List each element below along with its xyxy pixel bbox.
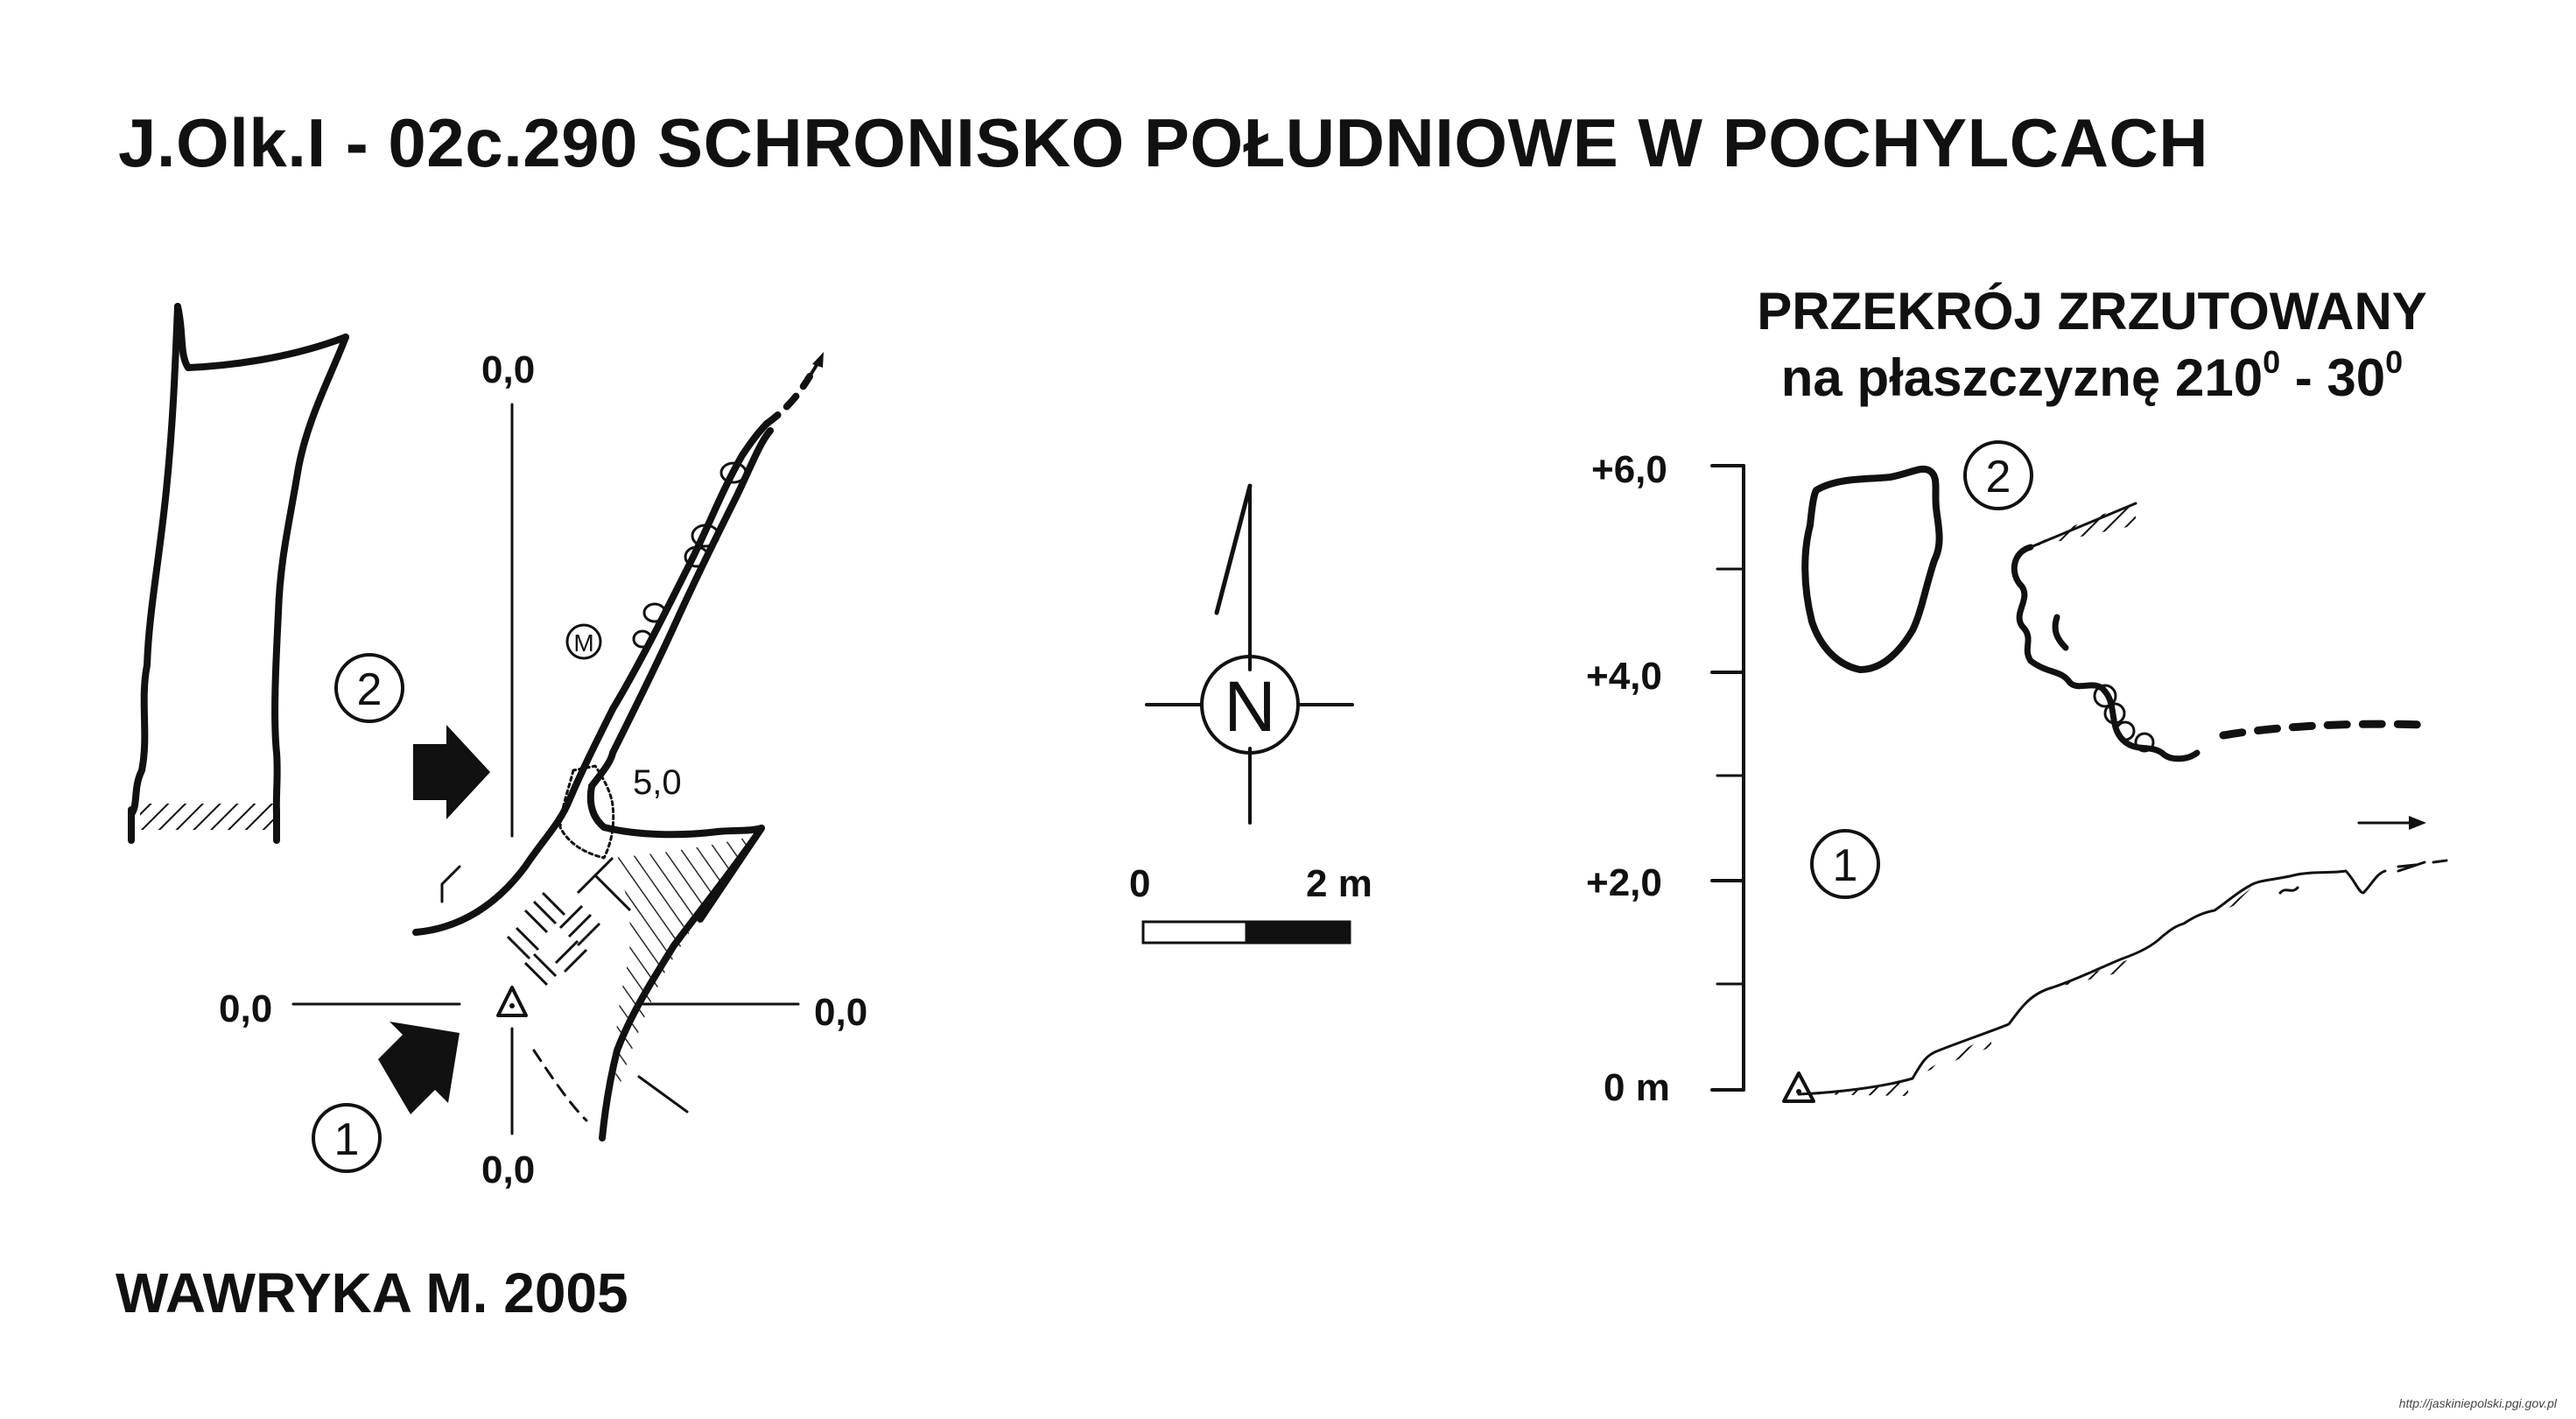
upper-chamber-outline [1801, 465, 1943, 673]
scale-label-start: 0 [1129, 862, 1151, 905]
cross-section-strip [128, 303, 349, 844]
depth-label: 5,0 [633, 763, 682, 802]
section-entrance-2-label: 2 [1986, 452, 2011, 502]
plan-axis-label-right: 0,0 [814, 991, 868, 1034]
plan-axis-label-left: 0,0 [219, 987, 273, 1030]
section-entrance-1-circle-icon [1810, 829, 1880, 899]
entrance-1-circle-icon [312, 1103, 382, 1173]
floor-hatch [140, 804, 277, 830]
section-profile: 2 1 [1710, 440, 2448, 1103]
entrance-2-label: 2 [357, 664, 383, 715]
marker-m-text: M [573, 629, 593, 657]
boulders [632, 461, 748, 649]
scale-label-end: 2 m [1306, 862, 1372, 905]
north-arrow-icon [1214, 483, 1253, 615]
section-entrance-2-circle-icon [1963, 440, 2033, 510]
section-direction-arrow-icon [2409, 816, 2426, 830]
source-url: http://jaskiniepolski.pgi.gov.pl [2398, 1396, 2557, 1410]
plan-axis-label-bottom: 0,0 [481, 1149, 536, 1191]
debris-hatch [506, 856, 632, 987]
reference-point-icon [496, 986, 528, 1017]
section-reference-point-icon [1782, 1071, 1815, 1103]
entrance-2-circle-icon [334, 653, 404, 723]
cave-plan: M 2 1 [291, 352, 824, 1173]
section-title-line2: na płaszczyznę 2100 - 300 [1780, 344, 2404, 408]
marker-m-icon [565, 623, 602, 660]
plan-axis-label-top: 0,0 [481, 348, 536, 391]
page-title: J.Olk.I - 02c.290 SCHRONISKO POŁUDNIOWE … [118, 104, 2209, 181]
scale-bar [1141, 920, 1351, 945]
section-tick-label-2: +2,0 [1586, 861, 1662, 904]
compass: N [1145, 483, 1354, 825]
section-title-line1: PRZEKRÓJ ZRZUTOWANY [1757, 282, 2427, 341]
compass-circle-icon [1200, 655, 1300, 755]
entrance-1-arrow-icon [378, 1022, 460, 1114]
entrance-1-label: 1 [334, 1114, 360, 1165]
passage-continues-arrow-icon [812, 352, 824, 368]
section-tick-label-0: 0 m [1604, 1066, 1670, 1109]
section-title: PRZEKRÓJ ZRZUTOWANY na płaszczyznę 2100 … [1707, 278, 2477, 411]
section-tick-label-4: +4,0 [1586, 655, 1662, 698]
section-entrance-1-label: 1 [1833, 840, 1858, 891]
compass-north-label: N [1224, 667, 1275, 747]
author-credit: WAWRYKA M. 2005 [116, 1261, 628, 1324]
section-tick-label-6: +6,0 [1591, 448, 1667, 491]
entrance-2-arrow-icon [413, 725, 490, 819]
